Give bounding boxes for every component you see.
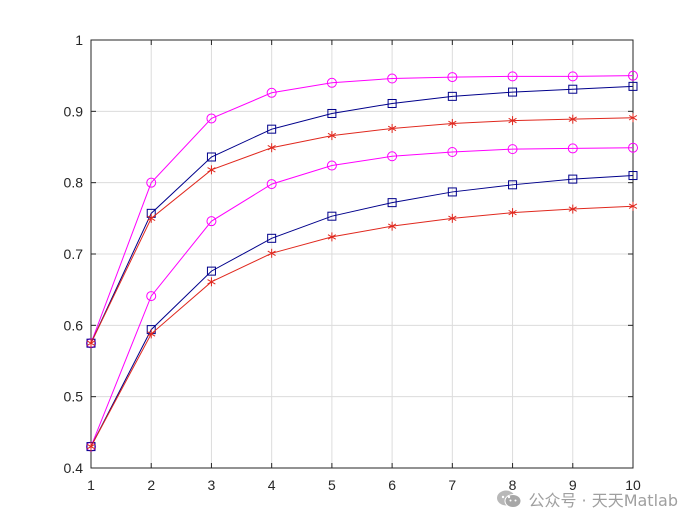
data-point-asterisk: [387, 221, 397, 231]
data-point-circle: [447, 72, 458, 83]
data-point-circle: [507, 144, 518, 155]
x-tick-label: 6: [388, 477, 396, 493]
x-tick-label: 10: [625, 477, 641, 493]
data-point-circle: [628, 70, 638, 81]
series-line: [90, 75, 634, 344]
data-point-asterisk: [448, 118, 457, 128]
data-point-asterisk: [508, 116, 517, 126]
series-line: [90, 117, 634, 344]
data-point-circle: [628, 142, 638, 153]
data-point-square: [387, 198, 397, 208]
data-point-square: [447, 187, 457, 197]
data-point-circle: [387, 73, 398, 84]
data-point-circle: [206, 113, 217, 124]
data-point-square: [206, 266, 216, 276]
grid: [90, 39, 634, 469]
data-point-asterisk: [147, 329, 156, 339]
data-point-circle: [507, 71, 518, 82]
x-tick-label: 3: [208, 477, 216, 493]
series-line: [90, 147, 634, 447]
x-tick-label: 7: [448, 477, 456, 493]
axis-ticks: 1 2 3 4 5 6 7 8 9 10 0.4 0.5 0.6 0.7 0.8 0.9 1: [64, 32, 641, 493]
series-5: [86, 171, 638, 452]
data-point-square: [568, 174, 578, 184]
x-tick-label: 5: [328, 477, 336, 493]
data-point-circle: [326, 77, 337, 88]
data-point-square: [327, 108, 337, 118]
data-point-circle: [326, 160, 337, 171]
x-tick-label: 1: [87, 477, 95, 493]
x-tick-label: 9: [569, 477, 577, 493]
x-tick-label: 4: [268, 477, 276, 493]
series-6: [86, 201, 638, 452]
data-point-square: [628, 81, 638, 91]
data-point-square: [447, 91, 457, 101]
data-point-square: [206, 152, 216, 162]
series-line: [90, 85, 634, 344]
data-point-circle: [567, 71, 578, 82]
data-point-circle: [146, 177, 157, 188]
y-tick-label: 0.5: [64, 389, 84, 405]
data-point-asterisk: [628, 201, 638, 211]
watermark-text: 公众号 · 天天Matlab: [528, 491, 678, 510]
data-point-asterisk: [267, 248, 276, 258]
data-point-circle: [266, 87, 277, 98]
series-4: [86, 142, 638, 452]
data-point-circle: [447, 146, 458, 157]
data-point-square: [508, 180, 518, 190]
x-tick-label: 2: [147, 477, 155, 493]
x-tick-label: 8: [509, 477, 517, 493]
series-3: [86, 113, 638, 348]
data-point-square: [267, 233, 277, 243]
series-2: [86, 81, 638, 348]
data-point-asterisk: [207, 277, 216, 287]
data-point-circle: [206, 216, 217, 227]
data-point-circle: [146, 291, 157, 302]
data-point-asterisk: [86, 442, 96, 452]
data-point-square: [568, 84, 578, 94]
y-tick-label: 0.8: [64, 175, 84, 191]
series-line: [90, 205, 634, 447]
data-point-asterisk: [267, 143, 276, 153]
data-point-asterisk: [387, 123, 397, 133]
data-point-square: [387, 98, 397, 108]
data-point-square: [327, 211, 337, 221]
data-point-asterisk: [568, 204, 577, 214]
data-point-square: [628, 171, 638, 181]
data-point-asterisk: [448, 213, 457, 223]
y-tick-label: 0.4: [64, 460, 84, 476]
data-point-circle: [567, 143, 578, 154]
data-point-square: [508, 87, 518, 97]
series-line: [90, 175, 634, 447]
data-point-asterisk: [207, 165, 216, 175]
data-point-circle: [387, 151, 398, 162]
data-point-asterisk: [568, 114, 577, 124]
y-tick-label: 0.9: [64, 103, 84, 119]
data-point-square: [267, 124, 277, 134]
y-tick-label: 1: [75, 32, 83, 48]
y-tick-label: 0.6: [64, 317, 84, 333]
data-point-asterisk: [327, 131, 337, 141]
wechat-icon: [496, 489, 522, 509]
series-group: [86, 70, 638, 452]
data-point-asterisk: [86, 338, 96, 348]
data-point-asterisk: [628, 113, 638, 123]
watermark: 公众号 · 天天Matlab: [496, 487, 678, 511]
data-point-circle: [266, 179, 277, 190]
data-point-asterisk: [327, 232, 337, 242]
data-point-asterisk: [508, 208, 517, 218]
data-point-asterisk: [147, 213, 156, 223]
y-tick-label: 0.7: [64, 246, 84, 262]
